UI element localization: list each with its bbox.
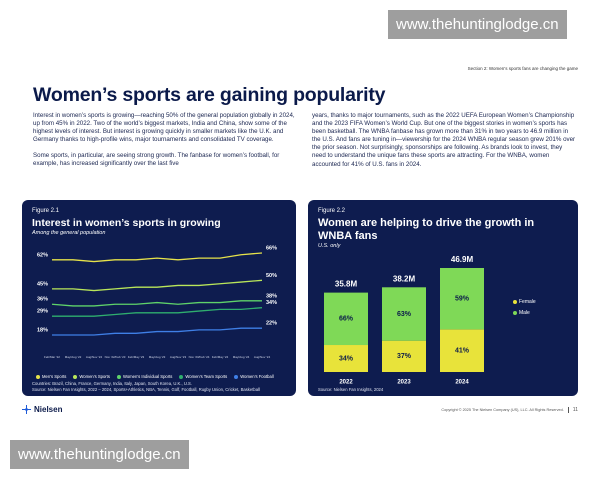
legend-swatch	[234, 374, 239, 379]
bar-segment	[440, 268, 484, 330]
line	[51, 300, 262, 307]
paragraph: years, thanks to major tournaments, such…	[312, 112, 576, 168]
x-tick-label: 2022	[339, 380, 353, 386]
legend-item: Women’s Football	[234, 374, 274, 379]
bar-segment	[382, 340, 426, 372]
legend-swatch	[513, 311, 517, 315]
x-tick-label: May/Aug '24	[233, 355, 250, 359]
legend-item: Female	[513, 299, 536, 305]
x-tick-label: 2023	[397, 380, 411, 386]
legend-label: Male	[519, 310, 530, 316]
bar-segment	[382, 287, 426, 341]
footer-logo: Nielsen	[22, 405, 62, 414]
paragraph: Interest in women’s sports is growing—re…	[33, 112, 295, 144]
page-number: 11	[567, 407, 578, 413]
data-label: 63%	[397, 311, 412, 318]
total-label: 46.9M	[451, 255, 474, 264]
legend-swatch	[73, 374, 78, 379]
x-tick-label: Feb/May '23	[128, 355, 145, 359]
x-tick-label: Feb/Mar '22	[44, 355, 60, 359]
data-label: 18%	[37, 327, 48, 333]
bar-segment	[324, 292, 368, 346]
chart-title: Interest in women’s sports in growing	[32, 217, 221, 229]
legend-label: Women’s Football	[240, 374, 274, 379]
chart-card: Feb/Mar '22 May/Aug '22 Aug/Nov '22 Nov '22…	[22, 200, 296, 396]
legend-item: Male	[513, 310, 536, 316]
data-label: 38%	[266, 293, 277, 299]
footer-right: Copyright © 2025 The Nielsen Company (US…	[441, 407, 578, 413]
bar-segment	[324, 345, 368, 372]
data-label: 37%	[397, 353, 412, 360]
legend-swatch	[116, 374, 121, 379]
page-title: Women’s sports are gaining popularity	[33, 84, 386, 106]
total-label: 35.8M	[335, 280, 358, 289]
line	[52, 279, 263, 292]
x-tick-label: Aug/Nov '24	[254, 355, 271, 359]
data-label: 36%	[37, 297, 48, 303]
legend-item: Women’s Individual Sports	[116, 374, 173, 379]
x-tick-label: 2024	[455, 380, 469, 386]
legend-label: Women’s Team Sports	[185, 374, 228, 379]
logo-icon	[22, 405, 31, 414]
chart-note: Source: Nielsen Fan Insights, 2024	[318, 387, 384, 392]
chart-note: Countries: Brazil, China, France, German…	[32, 381, 192, 386]
legend: Female Male	[513, 299, 536, 316]
chart-subtitle: U.S. only	[318, 243, 341, 249]
x-tick-label: May/Aug '22	[65, 355, 82, 359]
data-label: 34%	[339, 355, 354, 362]
figure-label: Figure 2.1	[32, 208, 60, 214]
legend-label: Women’s Sports	[79, 374, 110, 379]
legend-item: Women’s Team Sports	[179, 374, 227, 379]
section-label: Section 2: Women’s sports fans are chang…	[467, 66, 578, 71]
legend-swatch	[36, 374, 40, 379]
line	[52, 327, 262, 336]
chart-subtitle: Among the general population	[32, 230, 106, 236]
chart-card: 34% 66% 35.8M 2022 37% 63% 38.2M 2023 41% 59% 46.9…	[308, 200, 578, 396]
x-tick-label: May/Aug '23	[149, 355, 166, 359]
chart-title: Women are helping to drive the growth in…	[318, 217, 535, 242]
x-tick-label: Nov '23/Feb '24	[189, 355, 210, 359]
watermark: www.thehuntinglodge.cn	[388, 10, 567, 39]
copyright: Copyright © 2025 The Nielsen Company (US…	[441, 408, 564, 412]
bar-segment	[440, 329, 484, 372]
body-right: years, thanks to major tournaments, such…	[312, 112, 576, 177]
data-label: 62%	[37, 252, 48, 258]
legend-label: Female	[519, 299, 536, 305]
watermark: www.thehuntinglodge.cn	[10, 440, 189, 469]
legend-label: Men’s Sports	[42, 374, 67, 379]
x-tick-label: Feb/May '24	[212, 355, 229, 359]
bar-chart: 34% 66% 35.8M 2022 37% 63% 38.2M 2023 41% 59% 46.9…	[324, 255, 484, 386]
legend-label: Women’s Individual Sports	[122, 374, 173, 379]
data-label: 50%	[266, 273, 277, 279]
total-label: 38.2M	[393, 274, 416, 283]
data-label: 29%	[37, 309, 48, 315]
line	[52, 307, 263, 317]
x-tick-label: Aug/Nov '22	[86, 355, 103, 359]
logo-text: Nielsen	[34, 405, 63, 414]
legend-swatch	[179, 374, 184, 379]
data-label: 59%	[455, 296, 470, 303]
figure-label: Figure 2.2	[318, 208, 346, 214]
data-label: 66%	[339, 316, 354, 323]
legend: Men’s Sports Women’s Sports Women’s Indivi…	[36, 374, 274, 379]
legend-swatch	[513, 300, 517, 304]
legend-item: Women’s Sports	[73, 374, 110, 379]
data-label: 34%	[266, 300, 277, 306]
x-tick-label: Nov '22/Feb '23	[105, 355, 126, 359]
line-chart: Feb/Mar '22 May/Aug '22 Aug/Nov '22 Nov '22…	[37, 245, 277, 359]
line	[52, 252, 263, 263]
data-label: 66%	[266, 245, 277, 251]
paragraph: Some sports, in particular, are seeing s…	[33, 152, 280, 168]
body-left: Interest in women’s sports is growing—re…	[33, 112, 297, 177]
data-label: 45%	[37, 281, 48, 287]
data-label: 41%	[455, 348, 470, 355]
chart-note: Source: Nielsen Fan Insights, 2022 – 202…	[32, 387, 260, 392]
legend-item: Men’s Sports	[36, 374, 66, 379]
data-label: 22%	[266, 321, 277, 327]
x-tick-label: Aug/Nov '23	[170, 355, 187, 359]
